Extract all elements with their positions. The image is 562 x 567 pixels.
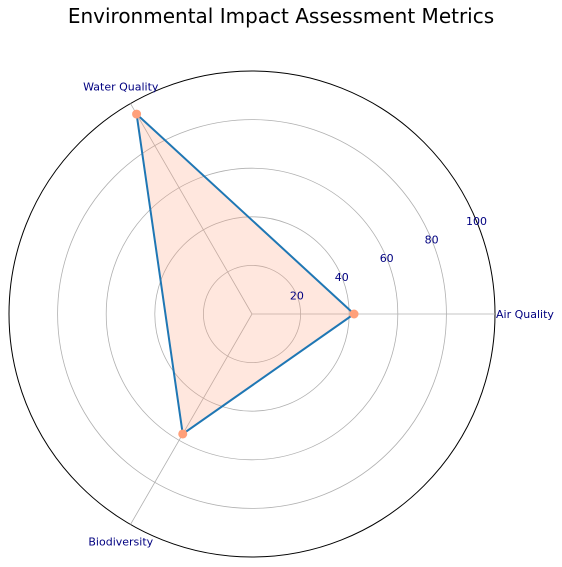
label-layer: 20 40 60 80 100 Air Quality Water Quality Biodi…: [83, 81, 554, 549]
data-point-water-quality: [132, 109, 142, 119]
spoke-2: [130, 313, 253, 525]
radial-tick-label: 20: [290, 289, 304, 302]
radial-tick-label: 40: [335, 271, 349, 284]
category-label-0: Air Quality: [496, 308, 554, 321]
chart-title: Environmental Impact Assessment Metrics: [68, 4, 494, 28]
radial-tick-label: 80: [425, 234, 439, 247]
radial-tick-label: 60: [380, 252, 394, 265]
category-label-1: Water Quality: [83, 81, 159, 94]
data-point-biodiversity: [178, 429, 188, 439]
series-area-fill: [136, 114, 355, 434]
category-label-2: Biodiversity: [88, 535, 153, 548]
data-point-air-quality: [349, 309, 359, 319]
series-layer: [132, 109, 359, 439]
spoke-1: [130, 103, 253, 315]
radial-tick-label: 100: [466, 215, 487, 228]
series-line: [135, 111, 356, 436]
radial-grid: [8, 70, 496, 558]
